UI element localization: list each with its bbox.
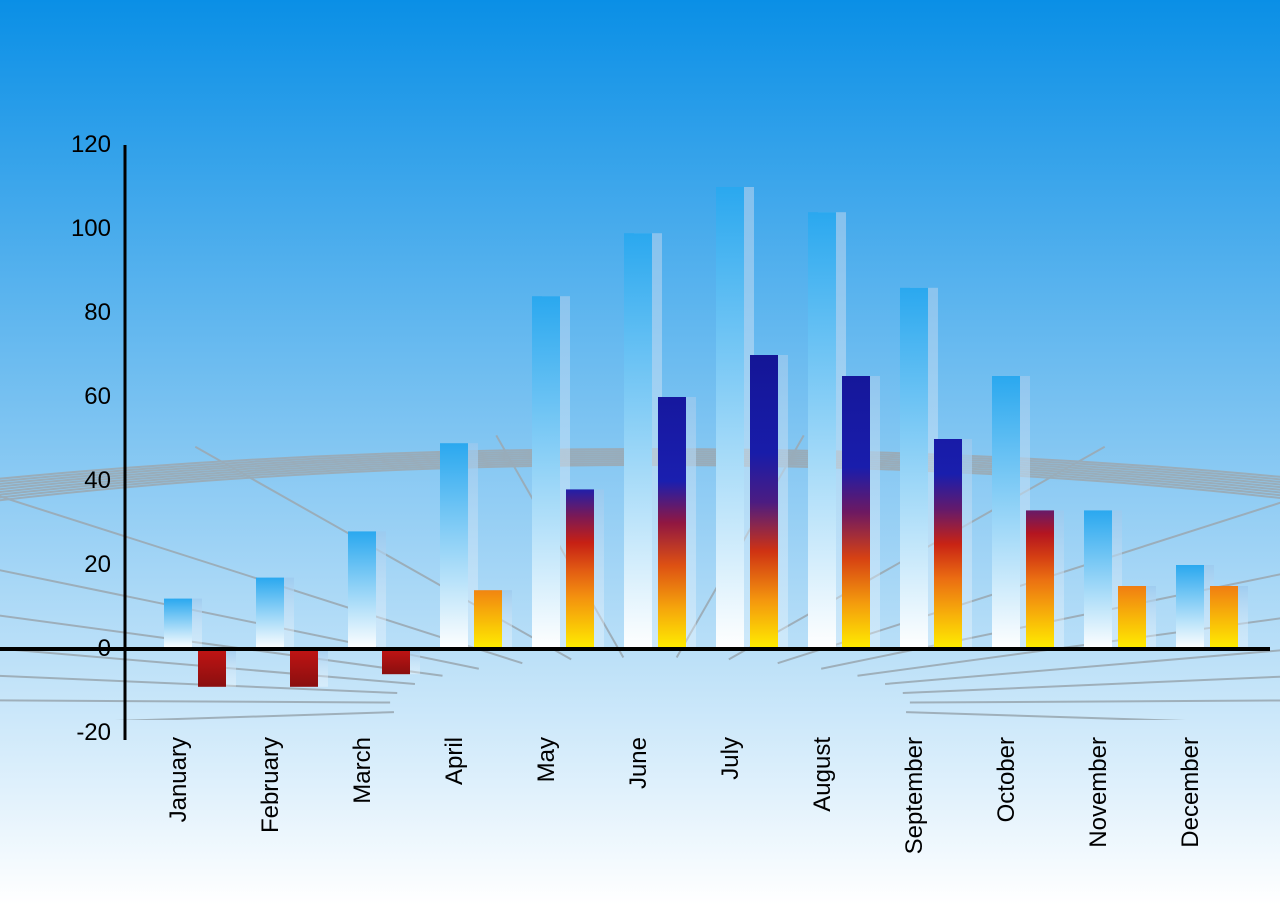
bar-primary — [624, 233, 652, 649]
bar-secondary-negative — [382, 649, 410, 674]
ytick-label: 80 — [0, 299, 111, 327]
xtick-label: September — [901, 737, 929, 854]
bar-secondary — [934, 439, 962, 649]
bar-primary — [532, 296, 560, 649]
bar-secondary — [474, 590, 502, 649]
ytick-label: 60 — [0, 383, 111, 411]
bar-primary — [1176, 565, 1204, 649]
xtick-label: July — [717, 737, 745, 780]
ytick-label: 120 — [0, 131, 111, 159]
ytick-label: 0 — [0, 635, 111, 663]
xtick-label: January — [165, 737, 193, 822]
bar-secondary — [1026, 510, 1054, 649]
bar-secondary-negative — [198, 649, 226, 687]
xtick-label: April — [441, 737, 469, 785]
xtick-label: June — [625, 737, 653, 789]
bar-secondary — [1118, 586, 1146, 649]
ytick-label: -20 — [0, 719, 111, 747]
xtick-label: October — [993, 737, 1021, 822]
xtick-label: February — [257, 737, 285, 833]
bar-primary — [808, 212, 836, 649]
ytick-label: 40 — [0, 467, 111, 495]
ytick-label: 20 — [0, 551, 111, 579]
bar-primary — [1084, 510, 1112, 649]
xtick-label: August — [809, 737, 837, 812]
xtick-label: May — [533, 737, 561, 782]
chart-stage: -20 0 20 40 60 80 100 120 January February March Ap… — [0, 0, 1280, 905]
bar-primary — [900, 288, 928, 649]
xtick-label: December — [1177, 737, 1205, 848]
bar-secondary — [1210, 586, 1238, 649]
bar-primary — [256, 578, 284, 649]
bar-primary — [992, 376, 1020, 649]
xtick-label: November — [1085, 737, 1113, 848]
bar-secondary — [750, 355, 778, 649]
ytick-label: 100 — [0, 215, 111, 243]
bar-primary — [716, 187, 744, 649]
bar-secondary — [658, 397, 686, 649]
bar-secondary-negative — [290, 649, 318, 687]
xtick-label: March — [349, 737, 377, 804]
bar-secondary — [842, 376, 870, 649]
bar-primary — [348, 531, 376, 649]
bar-primary — [440, 443, 468, 649]
bar-secondary — [566, 489, 594, 649]
bar-primary — [164, 599, 192, 649]
